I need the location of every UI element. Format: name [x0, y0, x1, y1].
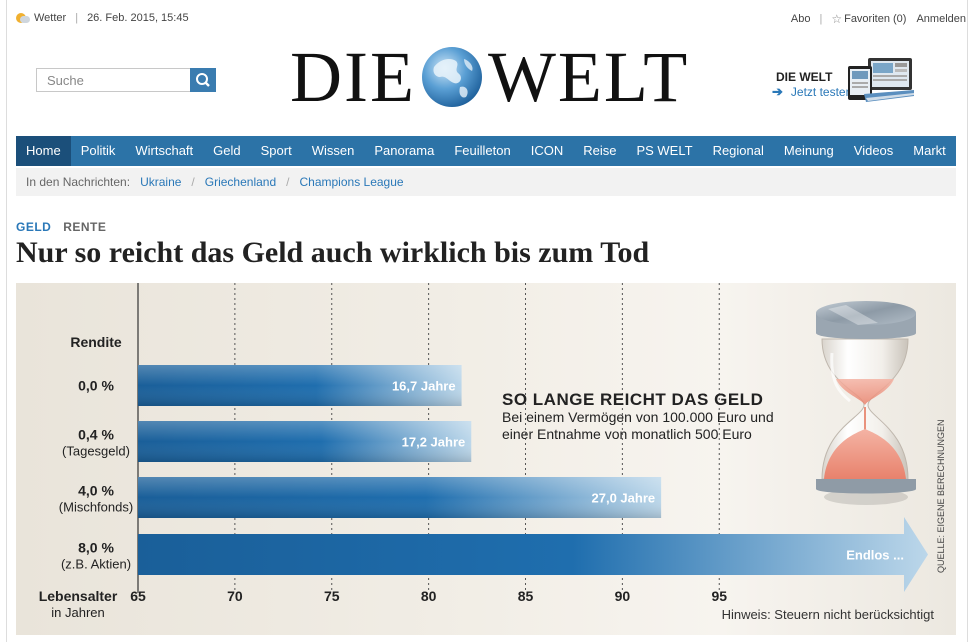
separator: /: [286, 175, 290, 189]
nav-item-feuilleton[interactable]: Feuilleton: [454, 143, 511, 158]
promo-title: DIE WELT: [776, 70, 833, 84]
article-headline: Nur so reicht das Geld auch wirklich bis…: [16, 236, 650, 269]
bar-label-2: 27,0 Jahre: [592, 491, 656, 506]
subscription-promo[interactable]: DIE WELT ➔ Jetzt testen: [750, 58, 920, 110]
globe-icon: [421, 47, 482, 107]
promo-cta[interactable]: Jetzt testen: [790, 85, 853, 99]
top-utility-bar: Wetter | 26. Feb. 2015, 15:45 Abo | ☆ Fa…: [16, 12, 966, 28]
nav-item-icon[interactable]: ICON: [530, 143, 564, 158]
site-logo[interactable]: DIE WELT: [290, 37, 690, 117]
logo-text-left: DIE: [290, 36, 416, 117]
news-ticker: In den Nachrichten: Ukraine / Griechenla…: [16, 168, 956, 196]
bar-arrow-3: [138, 517, 928, 592]
weather-link[interactable]: Wetter: [34, 12, 67, 24]
nav-item-reise[interactable]: Reise: [583, 143, 617, 158]
bar-label-1: 17,2 Jahre: [402, 435, 466, 450]
x-tick-label-65: 65: [130, 588, 146, 604]
ticker-link-champions-league[interactable]: Champions League: [299, 175, 404, 189]
bar-shade-0: [138, 365, 462, 406]
ticker-link-ukraine[interactable]: Ukraine: [140, 175, 182, 189]
x-tick-label-85: 85: [518, 588, 534, 604]
search-box: Suche: [36, 68, 216, 92]
favorites-link[interactable]: Favoriten (0): [844, 13, 907, 25]
nav-item-home[interactable]: Home: [16, 136, 71, 166]
category-rate-1: 0,4 %: [78, 427, 114, 443]
x-axis-label: Lebensalter: [39, 588, 118, 604]
bar-label-3: Endlos ...: [846, 548, 904, 563]
nav-item-regional[interactable]: Regional: [712, 143, 764, 158]
category-rate-0: 0,0 %: [78, 378, 114, 394]
nav-item-meinung[interactable]: Meinung: [783, 143, 834, 158]
nav-item-ps-welt[interactable]: PS WELT: [636, 143, 693, 158]
star-icon[interactable]: ☆: [831, 12, 843, 26]
x-tick-label-80: 80: [421, 588, 437, 604]
nav-item-videos[interactable]: Videos: [853, 143, 894, 158]
category-note-2: (Mischfonds): [59, 500, 133, 515]
bar-shade-2: [138, 477, 662, 518]
kicker-section[interactable]: GELD: [16, 220, 52, 234]
row-header: Rendite: [70, 334, 122, 350]
chart-subtitle-1: Bei einem Vermögen von 100.000 Euro und: [502, 409, 774, 425]
category-rate-2: 4,0 %: [78, 483, 114, 499]
separator: /: [191, 175, 195, 189]
login-link[interactable]: Anmelden: [916, 13, 966, 25]
x-tick-label-75: 75: [324, 588, 340, 604]
x-tick-label-70: 70: [227, 588, 243, 604]
x-tick-label-90: 90: [615, 588, 631, 604]
chart-note: Hinweis: Steuern nicht berücksichtigt: [722, 607, 935, 622]
arrow-right-icon: ➔: [772, 84, 783, 99]
category-note-1: (Tagesgeld): [62, 444, 130, 459]
nav-item-geld[interactable]: Geld: [213, 143, 241, 158]
article-kicker: GELD RENTE: [16, 220, 106, 234]
ticker-label: In den Nachrichten:: [26, 175, 131, 189]
search-input[interactable]: Suche: [47, 73, 84, 88]
bar-label-0: 16,7 Jahre: [392, 379, 456, 394]
search-button[interactable]: [190, 68, 216, 92]
logo-text-right: WELT: [487, 36, 690, 117]
separator: |: [75, 12, 79, 24]
main-navigation: Home Politik Wirtschaft Geld Sport Wissen Pano…: [16, 136, 956, 166]
datetime: 26. Feb. 2015, 15:45: [87, 12, 189, 24]
separator: |: [819, 13, 823, 25]
kicker-topic[interactable]: RENTE: [63, 220, 107, 234]
nav-item-wirtschaft[interactable]: Wirtschaft: [135, 143, 194, 158]
abo-link[interactable]: Abo: [790, 13, 811, 25]
x-tick-label-95: 95: [711, 588, 727, 604]
hourglass-illustration: [816, 301, 916, 505]
devices-icon: [848, 58, 914, 102]
infographic: 65 70 75 80 85 90 95 Lebensalter in Jahren Rendit…: [16, 283, 956, 635]
nav-item-markt[interactable]: Markt: [913, 143, 946, 158]
search-icon: [196, 73, 210, 87]
bar-shade-1: [138, 421, 472, 462]
nav-item-sport[interactable]: Sport: [260, 143, 292, 158]
category-rate-3: 8,0 %: [78, 540, 114, 556]
category-note-3: (z.B. Aktien): [61, 557, 131, 572]
chart-source: QUELLE: EIGENE BERECHNUNGEN: [936, 419, 946, 573]
chart-title: SO LANGE REICHT DAS GELD: [502, 390, 763, 409]
x-axis-sublabel: in Jahren: [51, 605, 104, 620]
nav-item-panorama[interactable]: Panorama: [374, 143, 435, 158]
chart-subtitle-2: einer Entnahme von monatlich 500 Euro: [502, 426, 752, 442]
weather-icon[interactable]: [16, 13, 30, 23]
nav-item-politik[interactable]: Politik: [80, 143, 116, 158]
ticker-link-griechenland[interactable]: Griechenland: [204, 175, 277, 189]
nav-item-wissen[interactable]: Wissen: [311, 143, 355, 158]
